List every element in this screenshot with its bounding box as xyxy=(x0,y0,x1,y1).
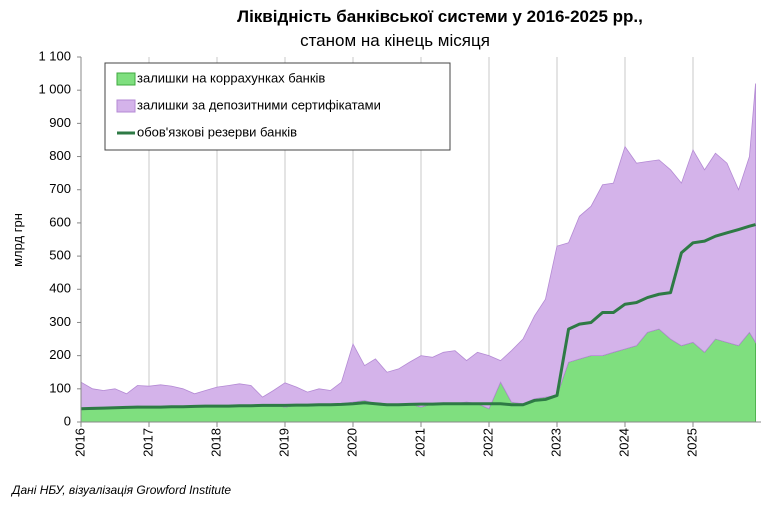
x-tick-label: 2017 xyxy=(140,428,155,457)
y-tick-label: 1 000 xyxy=(38,82,71,97)
x-tick-label: 2025 xyxy=(684,428,699,457)
chart-subtitle: станом на кінець місяця xyxy=(300,31,490,50)
y-tick-label: 900 xyxy=(49,115,71,130)
y-tick-label: 0 xyxy=(64,413,71,428)
y-tick-label: 200 xyxy=(49,347,71,362)
x-tick-label: 2016 xyxy=(72,428,87,457)
legend-label: залишки за депозитними сертифікатами xyxy=(137,97,381,112)
legend-swatch xyxy=(116,99,136,113)
x-tick-label: 2024 xyxy=(616,428,631,457)
x-tick-label: 2020 xyxy=(344,428,359,457)
x-tick-label: 2022 xyxy=(480,428,495,457)
x-tick-label: 2018 xyxy=(208,428,223,457)
legend-label: обов'язкові резерви банків xyxy=(137,124,297,139)
y-tick-label: 1 100 xyxy=(38,48,71,63)
y-tick-label: 600 xyxy=(49,214,71,229)
y-axis-label: млрд грн xyxy=(10,213,25,267)
legend-label: залишки на коррахунках банків xyxy=(137,70,325,85)
x-tick-label: 2021 xyxy=(412,428,427,457)
y-tick-label: 400 xyxy=(49,281,71,296)
line xyxy=(80,223,756,411)
source-note: Дані НБУ, візуалізація Growford Institut… xyxy=(10,483,231,497)
chart-title: Ліквідність банківської системи у 2016-2… xyxy=(237,7,643,26)
y-tick-label: 100 xyxy=(49,380,71,395)
y-tick-label: 300 xyxy=(49,314,71,329)
legend-box xyxy=(104,62,451,151)
y-tick-label: 500 xyxy=(49,248,71,263)
legend-swatch xyxy=(116,72,136,86)
y-tick-label: 800 xyxy=(49,148,71,163)
x-tick-label: 2023 xyxy=(548,428,563,457)
y-tick-label: 700 xyxy=(49,181,71,196)
x-tick-label: 2019 xyxy=(276,428,291,457)
